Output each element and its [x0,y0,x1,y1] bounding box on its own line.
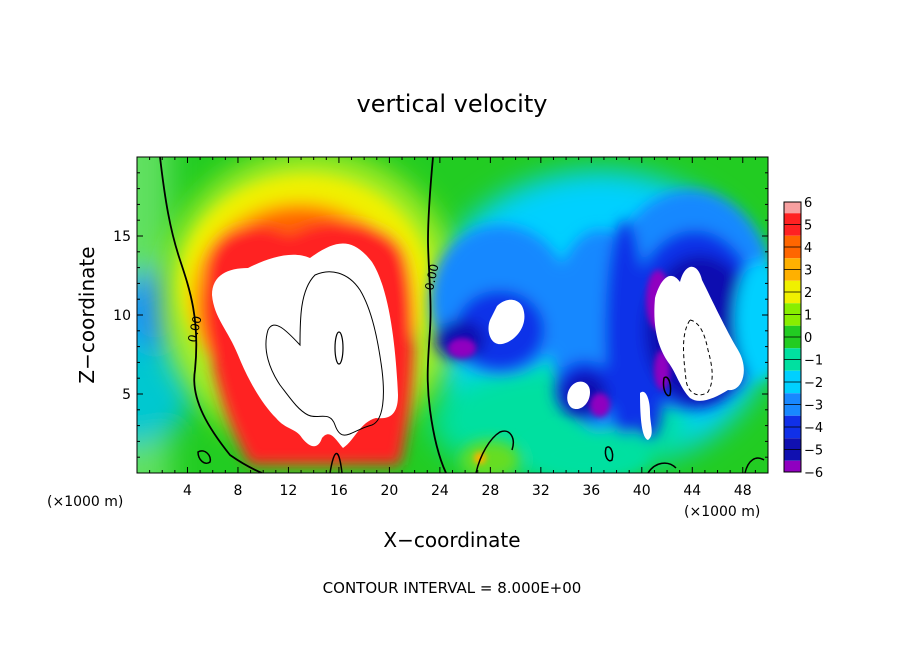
contour-interval-note: CONTOUR INTERVAL = 8.000E+00 [323,579,582,597]
y-axis: 5 10 15 [113,172,768,458]
colorbar-tick-label: 4 [804,241,812,256]
positive-contour-inner [265,271,384,436]
saturated-regions [212,243,744,448]
y-axis-label: Z−coordinate [75,246,99,383]
colorbar-tick-label: −1 [804,354,823,369]
x-tick-label: 8 [233,483,242,499]
positive-contour-core [334,331,344,365]
x-tick-label: 28 [481,483,499,499]
colorbar-tick-label: −6 [804,466,823,481]
x-tick-label: 16 [330,483,348,499]
x-tick-label: 44 [683,483,701,499]
x-tick-label: 20 [380,483,398,499]
x-axis-unit-left: (×1000 m) [47,494,123,510]
zero-contour-left [159,157,263,473]
contour-label-center: 0.00 [422,263,441,292]
chart-title: vertical velocity [357,90,548,118]
colorbar-tick-label: 5 [804,219,812,234]
x-axis: 4 8 12 16 20 24 28 32 36 40 44 48 [149,157,756,499]
negative-contour-dashed [683,319,713,396]
y-tick-label: 5 [122,387,131,403]
x-tick-label: 40 [633,483,651,499]
x-axis-label: X−coordinate [383,528,520,552]
colorbar-tick-label: 6 [804,196,812,211]
y-tick-label: 10 [113,308,131,324]
colorbar-tick-label: 2 [804,286,812,301]
colorbar-tick-label: 0 [804,331,812,346]
colorbar-tick-label: −2 [804,376,823,391]
colorbar-tick-label: 1 [804,309,812,324]
colorbar-tick-label: −5 [804,444,823,459]
x-tick-label: 48 [734,483,752,499]
contour-label-left: 0.00 [185,315,204,344]
x-axis-unit-right: (×1000 m) [684,504,760,520]
colorbar-tick-label: 3 [804,264,812,279]
colorbar-tick-label: −4 [804,421,823,436]
plot-area: 0.00 0.00 [137,157,768,473]
x-tick-label: 24 [431,483,449,499]
colorbar-swatch [784,202,801,214]
zero-contour-center [426,157,447,473]
x-tick-label: 36 [582,483,600,499]
x-tick-label: 32 [532,483,550,499]
x-tick-label: 12 [280,483,298,499]
colorbar-swatch [784,460,801,472]
colorbar: 6 5 4 3 2 1 0 −1 −2 −3 −4 −5 −6 [783,196,823,481]
y-tick-label: 15 [113,229,131,245]
colorbar-tick-label: −3 [804,399,823,414]
x-tick-label: 4 [183,483,192,499]
contour-lines [159,157,765,473]
